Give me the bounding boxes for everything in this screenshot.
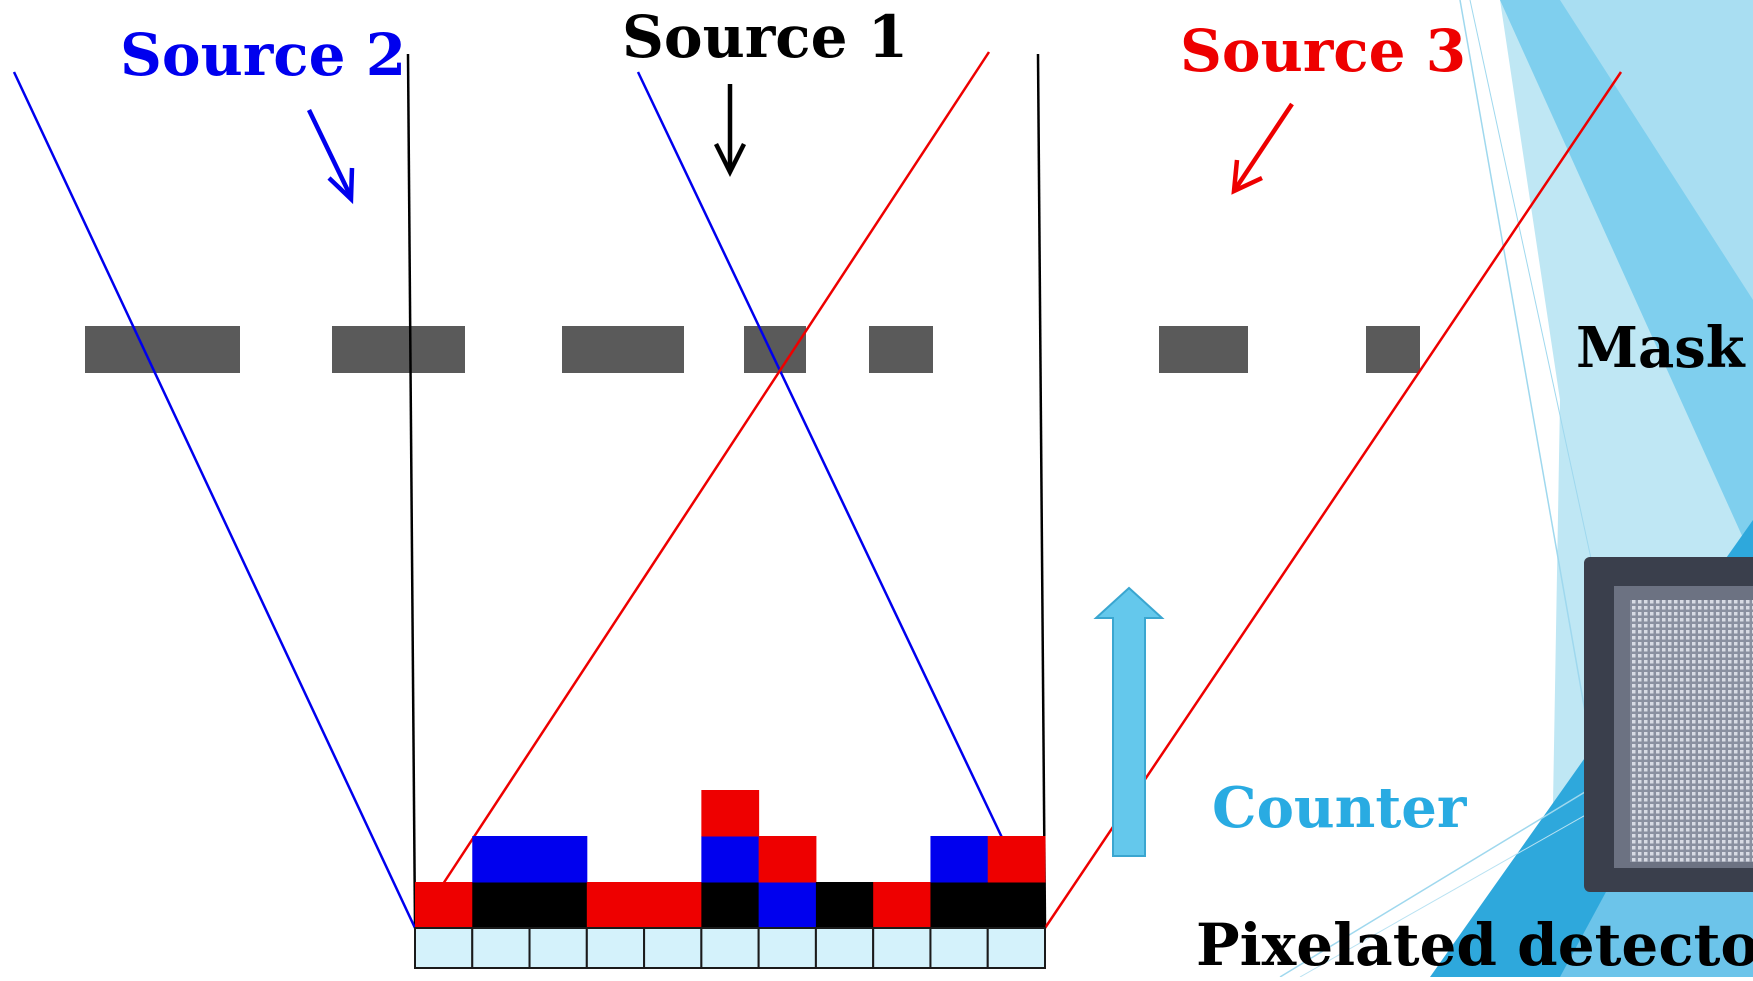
count-block-black [930, 882, 989, 929]
source-2-rays [12, 71, 1047, 929]
detector-pixel [700, 927, 760, 969]
mask-bar [744, 326, 806, 373]
count-block-red [644, 882, 702, 929]
mask-label: Mask [1576, 315, 1745, 381]
detector-label: Pixelated detector [1196, 911, 1753, 979]
mask-bar [562, 326, 684, 373]
detector-pixel [929, 927, 989, 969]
count-block-black [529, 882, 588, 929]
count-block-black [815, 882, 874, 929]
detector-pixel [414, 927, 474, 969]
detector-pixel [528, 927, 588, 969]
mask-bar [1159, 326, 1248, 373]
source-1-rays [406, 53, 1047, 929]
count-block-blue [529, 836, 588, 883]
count-block-red [987, 836, 1046, 883]
count-block-red [758, 836, 817, 883]
count-block-red [586, 882, 645, 929]
detector-pixel [872, 927, 932, 969]
source-1-arrow [713, 84, 747, 178]
detector-photo [1584, 557, 1753, 892]
mask-bar [332, 326, 465, 373]
detector-pixel [643, 927, 703, 969]
detector-pixel [757, 927, 817, 969]
source-3-label: Source 3 [1180, 17, 1467, 85]
detector-pixel [814, 927, 875, 969]
mask-bar [869, 326, 933, 373]
count-block-black [701, 882, 760, 929]
pixel-row [414, 927, 1047, 969]
count-block-red [415, 882, 473, 929]
counter-arrow [1093, 586, 1165, 857]
count-stacks [415, 790, 1046, 929]
mask-bar [1366, 326, 1420, 373]
count-block-black [472, 882, 531, 929]
source-2-arrow [306, 109, 355, 205]
count-block-blue [930, 836, 989, 883]
source-3-arrow [1231, 102, 1294, 195]
detector-pixel [585, 927, 646, 969]
mask [85, 326, 1420, 373]
mask-bar [85, 326, 240, 373]
count-block-blue [701, 836, 760, 883]
detector-pixel [986, 927, 1047, 969]
source-1-label: Source 1 [622, 3, 909, 71]
count-block-blue [758, 882, 817, 929]
count-block-black [987, 882, 1046, 929]
count-block-blue [472, 836, 531, 883]
counter-label: Counter [1212, 775, 1467, 841]
detector-pixel [471, 927, 531, 969]
count-block-red [701, 790, 760, 837]
source-2-label: Source 2 [120, 21, 407, 89]
count-block-red [873, 882, 931, 929]
